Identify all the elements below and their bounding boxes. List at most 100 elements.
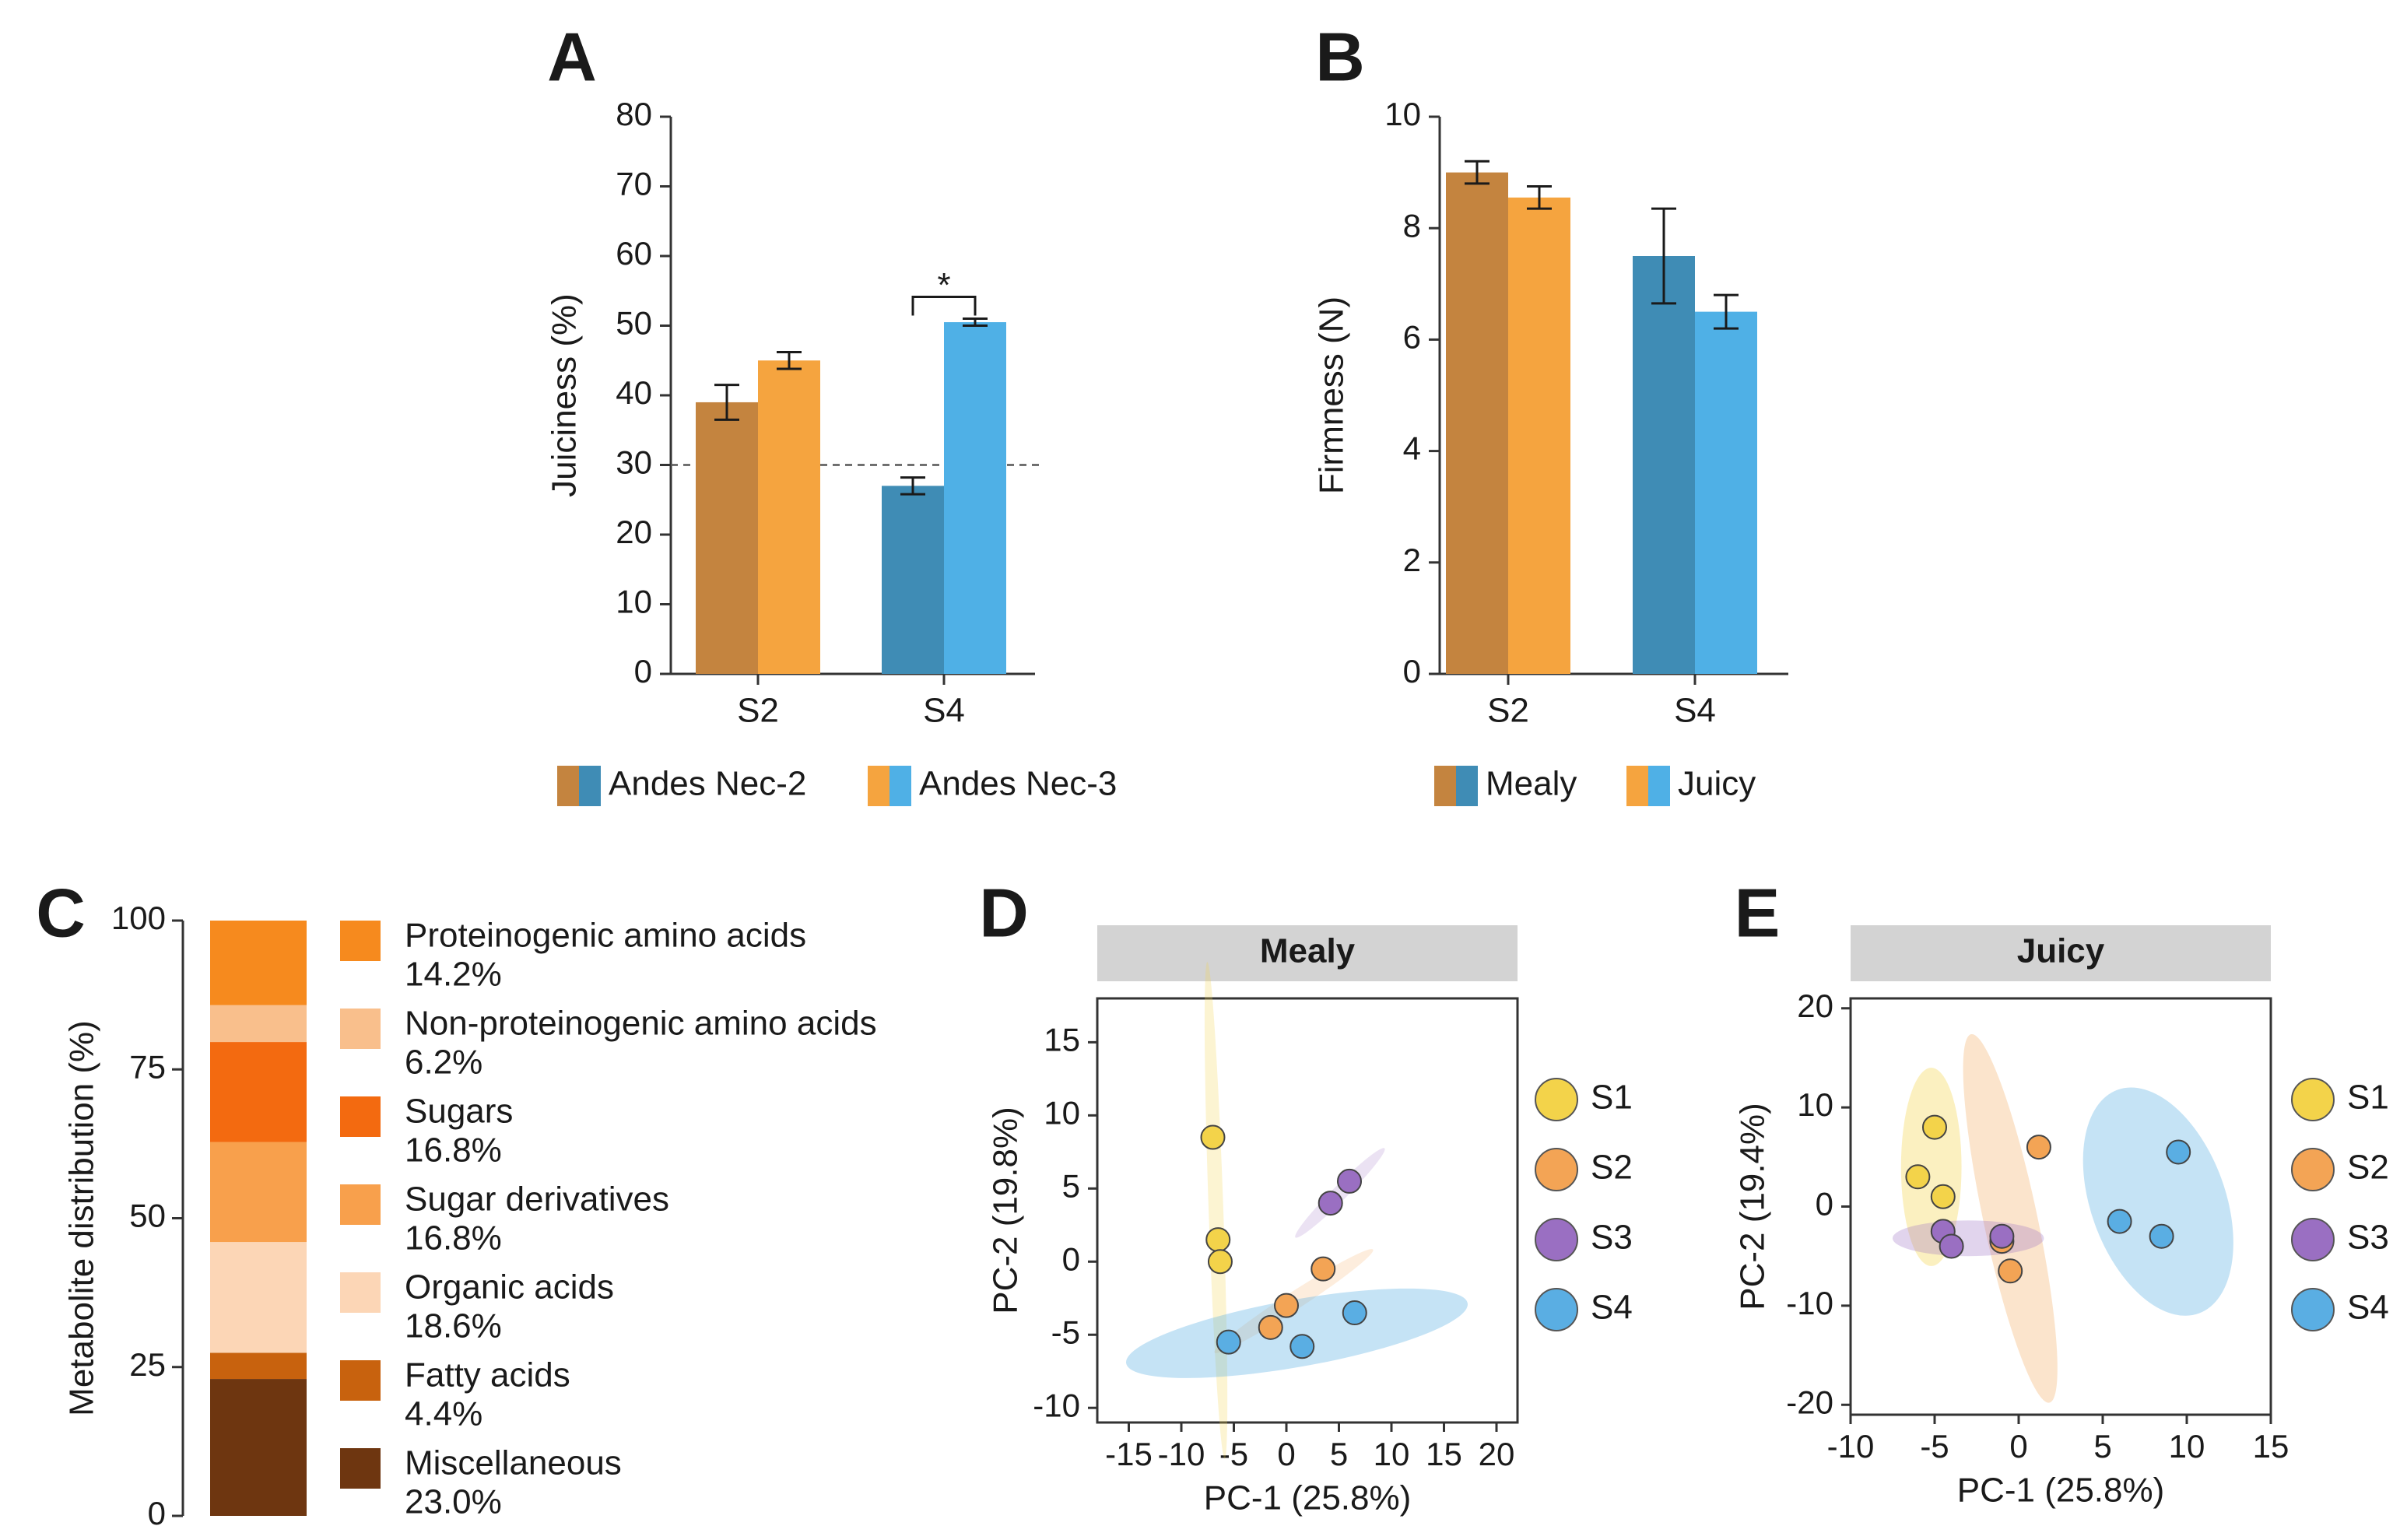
legend-marker-e-s1 <box>2291 1078 2335 1121</box>
stack-segment-2 <box>210 1042 307 1142</box>
x-tick-label-d: -10 <box>1158 1436 1205 1472</box>
panel-label-c: C <box>36 874 86 951</box>
y-tick-label-a: 80 <box>616 96 652 132</box>
data-point-e-s3 <box>1989 1223 2015 1249</box>
data-point-e-s1 <box>1905 1164 1931 1190</box>
y-tick-label-a: 60 <box>616 235 652 272</box>
x-tick-label-e: 15 <box>2253 1428 2289 1465</box>
legend-swatch-a-0 <box>557 766 579 806</box>
y-tick-label-b: 8 <box>1403 207 1421 244</box>
confidence-ellipse-e-s2 <box>1963 1033 2058 1403</box>
x-tick-label-e: 10 <box>2169 1428 2205 1465</box>
y-tick-label-e: -10 <box>1786 1285 1833 1321</box>
legend-label-e-s3: S3 <box>2347 1219 2389 1257</box>
bar-b-s4-0 <box>1633 256 1695 674</box>
stack-segment-0 <box>210 921 307 1005</box>
legend-label-e-s4: S4 <box>2347 1289 2389 1327</box>
y-tick-label-b: 6 <box>1403 318 1421 355</box>
panel-label-b: B <box>1315 18 1365 95</box>
bar-a-s2-1 <box>758 360 820 674</box>
x-tick-label-d: 20 <box>1479 1436 1515 1472</box>
significance-marker: * <box>937 266 950 304</box>
data-point-d-s4 <box>1289 1334 1315 1359</box>
x-tick-label-a: S2 <box>737 692 779 730</box>
legend-label-a-1: Andes Nec-3 <box>919 765 1117 803</box>
legend-swatch-b-1 <box>1626 766 1648 806</box>
y-axis-label-c: Metabolite distribution (%) <box>63 1020 101 1416</box>
y-tick-label-c: 100 <box>111 900 166 936</box>
x-tick-label-d: 0 <box>1277 1436 1295 1472</box>
legend-swatch-c-1 <box>340 1009 381 1049</box>
legend-value-c-3: 16.8% <box>405 1219 502 1258</box>
legend-label-b-0: Mealy <box>1486 765 1577 803</box>
bar-a-s4-0 <box>882 486 944 674</box>
legend-label-a-0: Andes Nec-2 <box>609 765 806 803</box>
x-tick-label-a: S4 <box>923 692 965 730</box>
data-point-d-s4 <box>1342 1300 1367 1326</box>
significance-bracket <box>911 296 977 316</box>
facet-strip-d <box>1097 925 1518 981</box>
x-tick-label-d: 15 <box>1426 1436 1462 1472</box>
y-axis-label-e: PC-2 (19.4%) <box>1734 1103 1772 1310</box>
stack-segment-5 <box>210 1352 307 1380</box>
data-point-d-s4 <box>1216 1329 1241 1355</box>
x-tick-label-e: 5 <box>2093 1428 2111 1465</box>
panel-label-d: D <box>979 874 1029 951</box>
x-axis-label-e: PC-1 (25.8%) <box>1957 1472 2165 1510</box>
legend-swatch-b-0 <box>1456 766 1478 806</box>
legend-label-c-3: Sugar derivatives <box>405 1180 669 1219</box>
y-axis-label-d: PC-2 (19.8%) <box>987 1107 1025 1314</box>
y-tick-label-c: 25 <box>129 1346 166 1383</box>
x-tick-label-e: -10 <box>1827 1428 1875 1465</box>
data-point-d-s3 <box>1337 1168 1362 1194</box>
data-point-d-s2 <box>1258 1314 1283 1340</box>
legend-swatch-a-1 <box>868 766 889 806</box>
legend-label-d-s1: S1 <box>1591 1079 1633 1117</box>
confidence-ellipse-e-s3 <box>1893 1220 2044 1257</box>
facet-title-d: Mealy <box>1260 932 1356 970</box>
y-tick-label-a: 0 <box>634 653 652 689</box>
stack-segment-3 <box>210 1142 307 1243</box>
confidence-ellipse-e-s1 <box>1900 1068 1962 1266</box>
y-axis-label-a: Juiciness (%) <box>546 293 584 497</box>
legend-label-c-2: Sugars <box>405 1093 513 1131</box>
x-tick-label-d: 5 <box>1330 1436 1348 1472</box>
data-point-e-s2 <box>2026 1135 2051 1160</box>
y-tick-label-d: -5 <box>1051 1314 1080 1350</box>
legend-label-e-s1: S1 <box>2347 1079 2389 1117</box>
legend-swatch-c-0 <box>340 921 381 961</box>
y-tick-label-a: 70 <box>616 166 652 202</box>
y-tick-label-c: 0 <box>148 1495 166 1531</box>
legend-label-d-s3: S3 <box>1591 1219 1633 1257</box>
bar-b-s4-1 <box>1695 311 1757 674</box>
y-axis-label-b: Firmness (N) <box>1313 296 1351 494</box>
legend-label-c-1: Non-proteinogenic amino acids <box>405 1005 877 1043</box>
data-point-e-s4 <box>2149 1223 2174 1249</box>
legend-value-c-4: 18.6% <box>405 1307 502 1345</box>
x-tick-label-e: 0 <box>2009 1428 2027 1465</box>
legend-marker-d-s2 <box>1535 1148 1578 1191</box>
y-tick-label-b: 10 <box>1384 96 1421 132</box>
data-point-e-s4 <box>2166 1139 2191 1165</box>
legend-label-c-4: Organic acids <box>405 1268 614 1307</box>
y-tick-label-d: 10 <box>1044 1094 1080 1131</box>
legend-marker-e-s4 <box>2291 1288 2335 1331</box>
bar-a-s4-1 <box>944 322 1006 674</box>
confidence-ellipse-d-s3 <box>1295 1148 1385 1238</box>
legend-value-c-5: 4.4% <box>405 1395 482 1433</box>
y-tick-label-a: 40 <box>616 374 652 411</box>
facet-title-e: Juicy <box>2017 932 2105 970</box>
x-tick-label-b: S2 <box>1487 692 1529 730</box>
legend-label-b-1: Juicy <box>1678 765 1756 803</box>
data-point-e-s3 <box>1939 1233 1964 1259</box>
facet-strip-e <box>1851 925 2271 981</box>
legend-swatch-c-6 <box>340 1448 381 1489</box>
x-tick-label-e: -5 <box>1920 1428 1949 1465</box>
bar-b-s2-0 <box>1446 172 1508 675</box>
legend-marker-e-s2 <box>2291 1148 2335 1191</box>
y-tick-label-a: 10 <box>616 584 652 620</box>
y-tick-label-e: 20 <box>1797 987 1833 1024</box>
stack-segment-4 <box>210 1242 307 1353</box>
y-tick-label-d: 15 <box>1044 1021 1080 1058</box>
